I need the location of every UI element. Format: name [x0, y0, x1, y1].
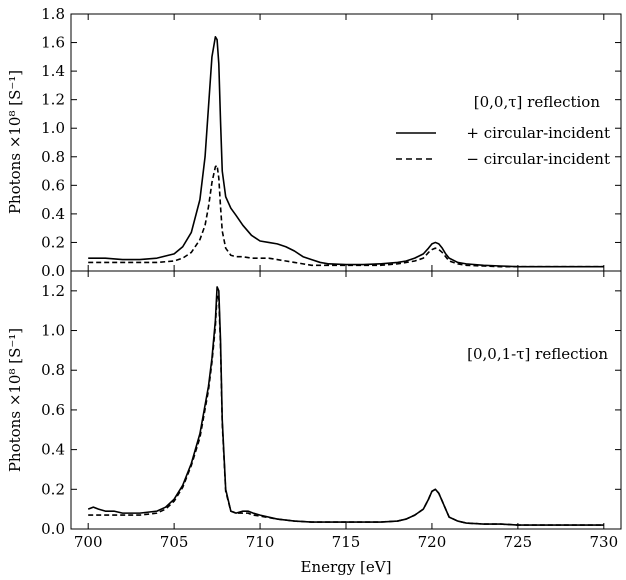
bottom-x-ticks: 700 705 710 715 720 725 730: [74, 271, 618, 551]
x-tick-label: 715: [332, 533, 361, 551]
x-tick-label: 730: [589, 533, 618, 551]
top-series: [88, 36, 604, 268]
panel-top: 0.0 0.2 0.4 0.6 0.8 1.0 1.2 1.4 1.6 1.8 Photons ×…: [6, 5, 622, 280]
bottom-y-axis-label: Photons ×10⁸ [S⁻¹]: [6, 328, 24, 472]
bottom-annotation: [0,0,1-τ] reflection: [467, 345, 608, 363]
legend-label-minus: − circular-incident: [466, 150, 610, 168]
bottom-y-tick-label: 0.8: [41, 361, 65, 379]
legend-label-plus: + circular-incident: [466, 124, 610, 142]
bottom-y-tick-label: 0.4: [41, 441, 65, 459]
top-y-tick-label: 1.0: [41, 119, 65, 137]
bottom-y-tick-label: 0.0: [41, 520, 65, 538]
bottom-y-tick-label: 0.2: [41, 480, 65, 498]
x-tick-label: 720: [418, 533, 447, 551]
top-y-axis-label: Photons ×10⁸ [S⁻¹]: [6, 70, 24, 214]
top-plot-frame: [70, 13, 622, 272]
bottom-plot-frame: [70, 270, 622, 530]
panel-bottom: 0.0 0.2 0.4 0.6 0.8 1.0 1.2 700 705 710 715 720 725…: [6, 270, 622, 576]
bottom-series-dashed-line: [88, 294, 604, 526]
top-y-tick-label: 0.2: [41, 233, 65, 251]
bottom-y-tick-label: 1.2: [41, 282, 65, 300]
bottom-series-solid-line: [87, 286, 604, 526]
x-tick-label: 700: [74, 533, 103, 551]
bottom-y-tick-label: 0.6: [41, 401, 65, 419]
x-axis-label: Energy [eV]: [301, 558, 392, 576]
top-series-dashed-line: [88, 164, 604, 268]
top-y-tick-label: 1.6: [41, 34, 65, 52]
top-y-tick-label: 0.8: [41, 148, 65, 166]
bottom-y-ticks: 0.0 0.2 0.4 0.6 0.8 1.0 1.2: [41, 282, 621, 538]
top-annotation: [0,0,τ] reflection: [474, 93, 601, 111]
x-tick-label: 710: [246, 533, 275, 551]
top-y-tick-label: 1.2: [41, 91, 65, 109]
top-y-tick-label: 1.8: [41, 5, 65, 23]
top-series-solid-line: [88, 36, 604, 268]
bottom-y-tick-label: 1.0: [41, 322, 65, 340]
top-y-tick-label: 0.0: [41, 262, 65, 280]
bottom-series: [87, 286, 604, 526]
x-tick-label: 725: [504, 533, 533, 551]
top-y-tick-label: 0.4: [41, 205, 65, 223]
x-tick-label: 705: [160, 533, 189, 551]
top-y-tick-label: 0.6: [41, 176, 65, 194]
legend: + circular-incident − circular-incident: [396, 124, 610, 168]
top-y-tick-label: 1.4: [41, 62, 65, 80]
top-y-ticks: 0.0 0.2 0.4 0.6 0.8 1.0 1.2 1.4 1.6 1.8: [41, 5, 621, 280]
top-x-ticks: [87, 14, 605, 271]
